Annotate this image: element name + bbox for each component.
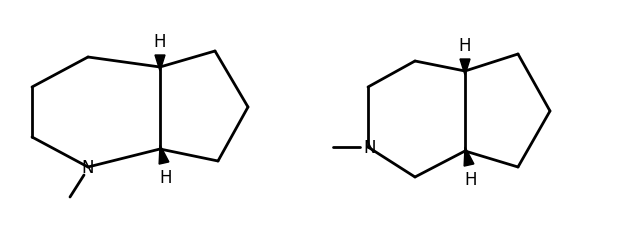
Text: N: N: [82, 158, 94, 176]
Text: N: N: [364, 138, 376, 156]
Polygon shape: [460, 60, 470, 76]
Text: H: H: [160, 168, 172, 186]
Polygon shape: [159, 146, 169, 165]
Polygon shape: [155, 56, 165, 72]
Text: H: H: [465, 170, 477, 188]
Polygon shape: [464, 148, 474, 167]
Text: H: H: [154, 33, 166, 51]
Text: H: H: [459, 37, 471, 55]
